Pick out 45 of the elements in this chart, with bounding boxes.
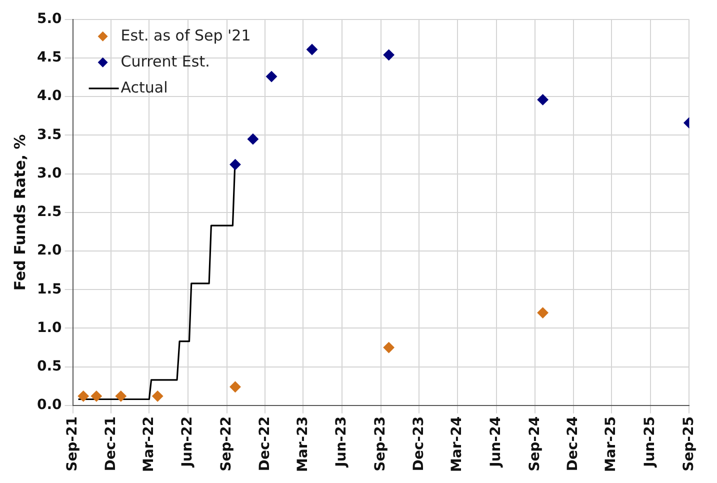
x-tick-label: Jun-25 [642, 416, 658, 468]
y-tick-label: 4.0 [36, 88, 62, 104]
point [383, 49, 394, 60]
x-tick-label: Mar-24 [449, 416, 466, 472]
y-tick-label: 1.5 [36, 281, 62, 298]
y-tick-label: 0.5 [36, 358, 62, 374]
point [152, 390, 164, 402]
x-tick-label: Dec-23 [410, 416, 427, 472]
legend-label: Est. as of Sep '21 [120, 26, 251, 44]
point [90, 390, 102, 402]
x-tick-label: Sep-23 [372, 416, 388, 472]
point [383, 342, 394, 354]
point [78, 390, 89, 402]
x-tick-label: Jun-22 [180, 416, 196, 468]
x-tick-label: Dec-21 [102, 416, 119, 472]
y-tick-label: 3.5 [36, 126, 62, 143]
x-tick-label: Sep-24 [526, 416, 543, 472]
x-tick-label: Dec-24 [565, 416, 582, 472]
y-tick-label: 0.0 [36, 397, 62, 414]
x-tick-label: Mar-23 [294, 416, 311, 472]
x-tick-label: Jun-24 [488, 416, 504, 468]
point [306, 44, 318, 56]
x-tick-label: Sep-25 [680, 416, 697, 472]
y-axis-title: Fed Funds Rate, % [10, 134, 29, 291]
point [115, 390, 126, 402]
point [537, 94, 548, 106]
x-tick-label: Sep-21 [64, 416, 80, 472]
legend-label: Actual [120, 78, 168, 96]
y-tick-label: 3.0 [36, 165, 62, 182]
x-tick-label: Mar-22 [140, 416, 157, 472]
y-tick-label: 2.5 [36, 204, 62, 220]
legend-label: Current Est. [120, 52, 210, 70]
y-tick-label: 1.0 [36, 320, 62, 336]
point [247, 134, 258, 145]
y-tick-label: 5.0 [36, 11, 62, 28]
x-tick-label: Dec-22 [256, 416, 273, 472]
point [230, 381, 241, 392]
x-tick-label: Sep-22 [218, 416, 234, 472]
y-tick-label: 2.0 [36, 242, 62, 259]
y-tick-label: 4.5 [36, 50, 62, 66]
point [230, 159, 241, 170]
point [537, 307, 548, 318]
x-tick-label: Mar-25 [603, 416, 620, 472]
point [266, 71, 278, 82]
x-tick-label: Jun-23 [334, 416, 350, 468]
